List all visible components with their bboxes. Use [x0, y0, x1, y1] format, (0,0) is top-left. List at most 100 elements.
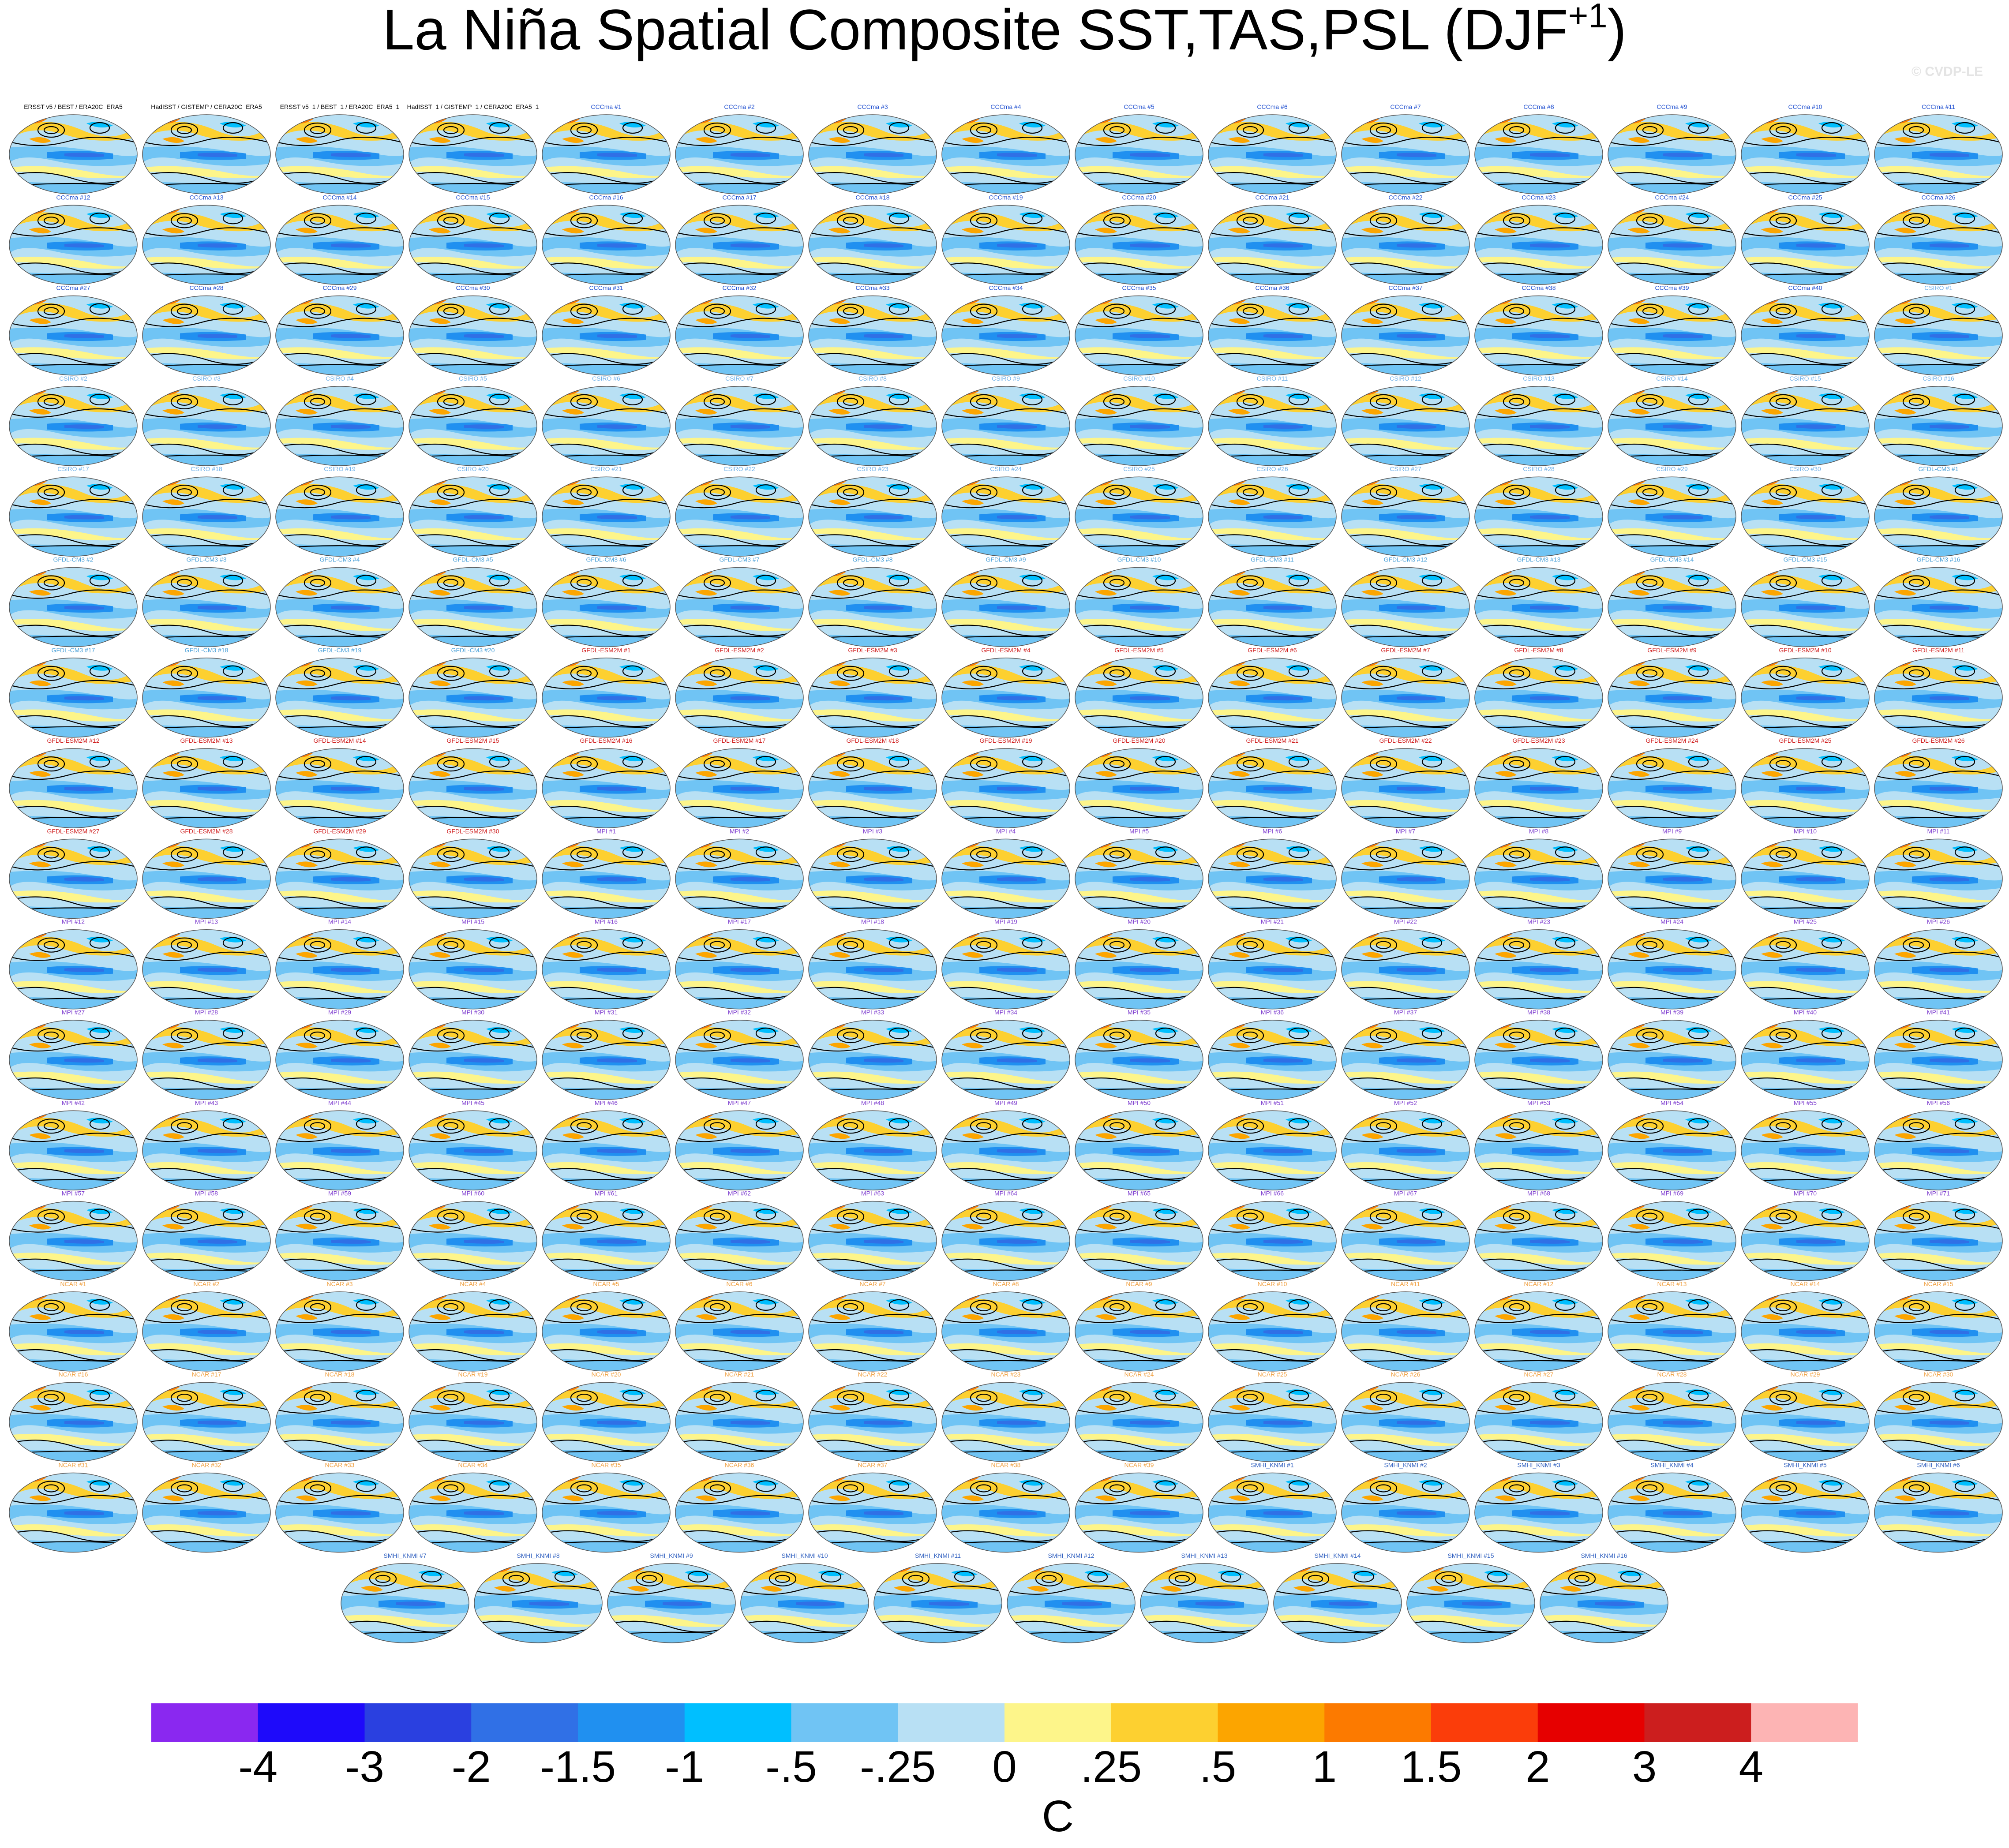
panel-title: CCCma #11	[1922, 103, 1955, 110]
map	[1339, 1380, 1472, 1464]
map	[1206, 565, 1339, 649]
map	[1206, 1290, 1339, 1373]
map-panel: NCAR #12	[1472, 1280, 1605, 1373]
map	[1872, 384, 2005, 468]
colorbar-swatch	[1218, 1703, 1325, 1742]
panel-title: NCAR #32	[192, 1462, 221, 1469]
map	[1872, 1290, 2005, 1373]
map-panel: GFDL-CM3 #12	[1339, 556, 1472, 649]
panel-title: GFDL-ESM2M #4	[981, 647, 1030, 654]
map-panel: SMHI_KNMI #12	[1004, 1552, 1138, 1645]
map-panel: SMHI_KNMI #16	[1537, 1552, 1671, 1645]
panel-title: MPI #63	[861, 1190, 884, 1197]
map	[406, 203, 540, 287]
map	[7, 112, 140, 196]
map	[1339, 203, 1472, 287]
map-panel: NCAR #18	[273, 1371, 406, 1464]
panel-title: CSIRO #1	[1924, 284, 1953, 292]
panel-title: CCCma #22	[1388, 194, 1422, 201]
map	[1605, 656, 1739, 740]
map	[1472, 1380, 1605, 1464]
map-panel: CSIRO #13	[1472, 375, 1605, 468]
map	[406, 1108, 540, 1192]
map-panel: GFDL-CM3 #9	[939, 556, 1072, 649]
panel-title: MPI #8	[1529, 827, 1549, 834]
colorbar-label: .25	[1080, 1742, 1142, 1792]
map-panel: MPI #17	[673, 918, 806, 1011]
map	[1472, 475, 1605, 558]
panel-title: MPI #6	[1263, 827, 1282, 834]
map	[1605, 928, 1739, 1011]
map-panel: CCCma #4	[939, 103, 1072, 196]
panel-title: CCCma #26	[1921, 194, 1955, 201]
map-panel: CSIRO #15	[1739, 375, 1872, 468]
map-panel: CCCma #40	[1739, 284, 1872, 378]
colorbar-swatch	[1431, 1703, 1538, 1742]
map-panel: NCAR #2	[140, 1280, 273, 1373]
map	[1872, 1108, 2005, 1192]
panel-title: NCAR #22	[858, 1371, 888, 1378]
panel-title: GFDL-CM3 #5	[453, 556, 493, 563]
panel-title: CCCma #29	[322, 284, 356, 292]
map	[273, 294, 406, 378]
map	[140, 294, 273, 378]
panel-title: CCCma #40	[1788, 284, 1822, 292]
panel-title: CSIRO #2	[59, 375, 87, 382]
map	[1739, 1108, 1872, 1192]
map-panel: MPI #63	[806, 1190, 939, 1283]
panel-title: MPI #16	[595, 918, 618, 925]
map-panel: GFDL-ESM2M #3	[806, 647, 939, 740]
map	[673, 837, 806, 920]
panel-title: NCAR #28	[1657, 1371, 1687, 1378]
map-panel: NCAR #5	[540, 1280, 673, 1373]
map	[140, 928, 273, 1011]
map	[140, 1199, 273, 1283]
map	[140, 384, 273, 468]
map-panel: NCAR #22	[806, 1371, 939, 1464]
panel-title: GFDL-ESM2M #22	[1379, 737, 1432, 744]
panel-title: GFDL-CM3 #1	[1918, 465, 1958, 472]
panel-title: MPI #44	[328, 1099, 351, 1106]
panel-title: GFDL-ESM2M #16	[580, 737, 632, 744]
map-panel: CCCma #17	[673, 194, 806, 287]
map-panel: GFDL-CM3 #17	[7, 647, 140, 740]
map	[1339, 656, 1472, 740]
panel-title: CCCma #23	[1522, 194, 1555, 201]
map	[939, 928, 1072, 1011]
map	[939, 1290, 1072, 1373]
map	[1472, 294, 1605, 378]
panel-title: MPI #31	[595, 1009, 618, 1016]
map	[7, 475, 140, 558]
map	[806, 1290, 939, 1373]
map	[7, 746, 140, 830]
map-panel: MPI #39	[1605, 1009, 1739, 1102]
panel-title: NCAR #7	[859, 1280, 885, 1287]
map	[7, 565, 140, 649]
map-panel: MPI #16	[540, 918, 673, 1011]
map-panel: MPI #33	[806, 1009, 939, 1102]
map-panel: CSIRO #17	[7, 465, 140, 558]
map	[1072, 112, 1206, 196]
panel-title: SMHI_KNMI #6	[1917, 1462, 1960, 1469]
panel-title: CCCma #8	[1523, 103, 1554, 110]
panel-title: MPI #64	[994, 1190, 1017, 1197]
panel-title: MPI #68	[1527, 1190, 1550, 1197]
colorbar-swatch	[1644, 1703, 1751, 1742]
map	[1472, 746, 1605, 830]
panel-title: NCAR #35	[592, 1462, 621, 1469]
map-panel: GFDL-ESM2M #22	[1339, 737, 1472, 830]
map-panel: CCCma #12	[7, 194, 140, 287]
panel-title: MPI #20	[1128, 918, 1151, 925]
panel-title: MPI #4	[996, 827, 1016, 834]
map-panel: MPI #4	[939, 827, 1072, 920]
map	[406, 1018, 540, 1102]
map-panel: GFDL-CM3 #2	[7, 556, 140, 649]
panel-title: GFDL-ESM2M #1	[581, 647, 630, 654]
panel-title: NCAR #38	[991, 1462, 1021, 1469]
map-panel: SMHI_KNMI #11	[871, 1552, 1004, 1645]
map	[406, 1471, 540, 1555]
panel-title: CSIRO #10	[1123, 375, 1155, 382]
map	[140, 203, 273, 287]
map-panel: SMHI_KNMI #8	[472, 1552, 605, 1645]
panel-title: NCAR #4	[460, 1280, 486, 1287]
